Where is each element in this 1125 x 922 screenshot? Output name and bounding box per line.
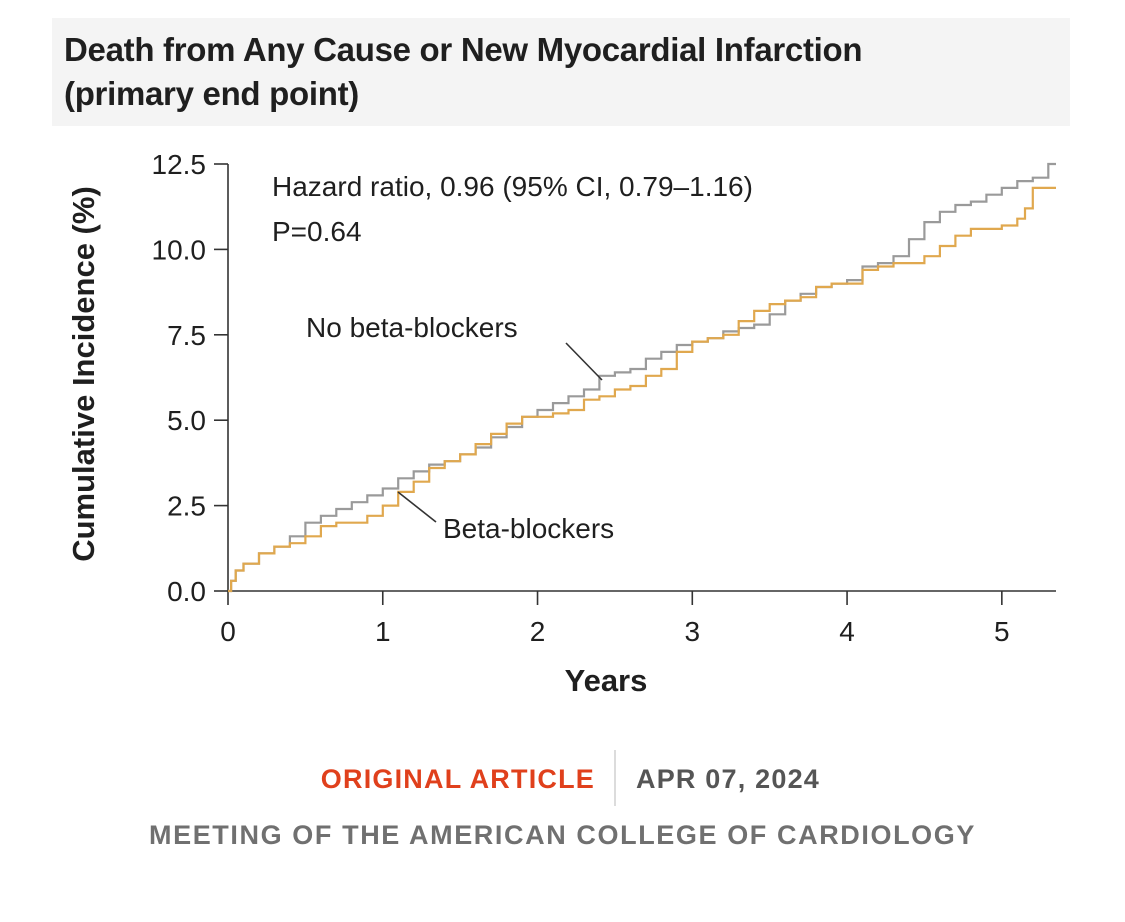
figure-title-line-2: (primary end point): [64, 75, 359, 112]
p-value-annotation: P=0.64: [272, 216, 362, 247]
meeting-label[interactable]: MEETING OF THE AMERICAN COLLEGE OF CARDI…: [149, 820, 976, 850]
beta-blockers-label: Beta-blockers: [443, 513, 614, 544]
annotation-layer: Hazard ratio, 0.96 (95% CI, 0.79–1.16) P…: [66, 171, 753, 698]
x-tick-label: 4: [839, 616, 855, 647]
x-tick-label: 5: [994, 616, 1010, 647]
beta-blockers-line: [228, 186, 1056, 593]
beta-blockers-leader-line: [397, 491, 437, 523]
no-beta-blockers-line: [228, 162, 1056, 593]
figure-title-background: [52, 18, 1070, 126]
y-tick-label: 10.0: [152, 234, 207, 265]
y-tick-label: 2.5: [167, 491, 206, 522]
y-tick-label: 0.0: [167, 576, 206, 607]
x-tick-label: 0: [220, 616, 236, 647]
x-axis: 0 1 2 3 4 5: [220, 590, 1056, 647]
x-axis-label: Years: [565, 663, 648, 698]
no-beta-blockers-label: No beta-blockers: [306, 312, 518, 343]
article-footer: ORIGINAL ARTICLE APR 07, 2024: [0, 750, 1125, 810]
cumulative-incidence-chart: 0.0 2.5 5.0 7.5 10.0 12.5 0 1 2 3 4 5 Hazard ratio…: [66, 149, 1056, 698]
figure-title: Death from Any Cause or New Myocardial I…: [64, 28, 863, 116]
x-tick-label: 3: [685, 616, 701, 647]
no-beta-blockers-leader-line: [565, 342, 603, 381]
y-tick-label: 12.5: [152, 149, 207, 180]
y-axis-label: Cumulative Incidence (%): [66, 186, 101, 562]
y-tick-label: 5.0: [167, 405, 206, 436]
figure-title-line-1: Death from Any Cause or New Myocardial I…: [64, 31, 863, 68]
x-tick-label: 2: [530, 616, 546, 647]
x-tick-label: 1: [375, 616, 391, 647]
y-tick-label: 7.5: [167, 320, 206, 351]
series-layer: [228, 162, 1056, 593]
article-type-tag[interactable]: ORIGINAL ARTICLE: [320, 764, 595, 794]
footer-divider: [614, 750, 616, 806]
hazard-ratio-annotation: Hazard ratio, 0.96 (95% CI, 0.79–1.16): [272, 171, 753, 202]
y-axis: 0.0 2.5 5.0 7.5 10.0 12.5: [152, 149, 229, 607]
article-date: APR 07, 2024: [636, 764, 821, 794]
